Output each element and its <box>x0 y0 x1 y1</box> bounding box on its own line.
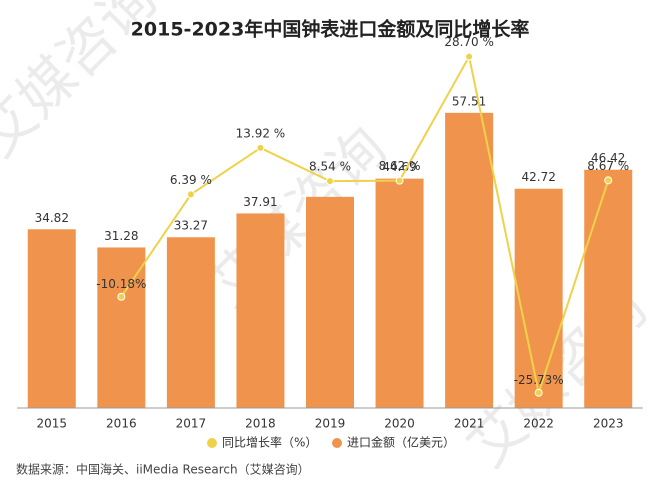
line-point <box>534 388 543 397</box>
line <box>120 53 610 397</box>
line-value-label: 8.54 % <box>309 160 351 174</box>
bar <box>306 196 354 408</box>
bar <box>445 112 494 408</box>
x-tick-label: 2016 <box>106 417 137 431</box>
bar <box>375 178 424 408</box>
line-value-label: 8.62 % <box>379 159 421 173</box>
bar-value-label: 46.42 <box>591 151 625 165</box>
line-point <box>395 176 404 185</box>
x-tick-label: 2019 <box>315 417 346 431</box>
bar <box>236 213 285 408</box>
bar-value-label: 37.91 <box>243 195 277 209</box>
bar-value-label: 34.82 <box>35 211 69 225</box>
legend-label: 进口金额（亿美元） <box>347 435 455 450</box>
x-tick-label: 2021 <box>454 417 485 431</box>
legend-marker <box>207 438 217 448</box>
bar <box>166 237 215 408</box>
bar-value-label: 31.28 <box>104 229 138 243</box>
line-point <box>465 52 474 61</box>
legend-label: 同比增长率（%） <box>222 435 317 450</box>
x-tick-label: 2015 <box>37 417 68 431</box>
line-point <box>326 177 334 186</box>
line-value-label: 28.70 % <box>444 35 494 49</box>
bar-value-label: 33.27 <box>174 219 208 233</box>
bar-value-label: 57.51 <box>452 94 486 108</box>
x-tick-label: 2018 <box>245 417 276 431</box>
line-point <box>186 190 195 199</box>
line-value-label: -25.73% <box>514 373 564 387</box>
bar <box>514 188 563 408</box>
line-point <box>604 176 613 185</box>
x-tick-label: 2020 <box>384 417 415 431</box>
bar <box>584 169 633 408</box>
line-value-label: 8.67 % <box>587 159 629 173</box>
x-tick-label: 2022 <box>523 417 554 431</box>
line-point <box>117 292 126 301</box>
line-point <box>256 143 265 152</box>
source: 数据来源：中国海关、iiMedia Research（艾媒咨询） <box>16 462 310 477</box>
x-tick-label: 2017 <box>176 417 207 431</box>
bar-value-label: 42.72 <box>521 170 555 184</box>
line-value-label: 13.92 % <box>236 126 286 140</box>
line-value-label: -10.18% <box>96 277 146 291</box>
x-tick-label: 2023 <box>593 417 624 431</box>
line-value-label: 6.39 % <box>170 173 212 187</box>
bar <box>27 229 76 408</box>
legend-marker <box>332 438 342 448</box>
chart-title: 2015-2023年中国钟表进口金额及同比增长率 <box>131 18 530 41</box>
